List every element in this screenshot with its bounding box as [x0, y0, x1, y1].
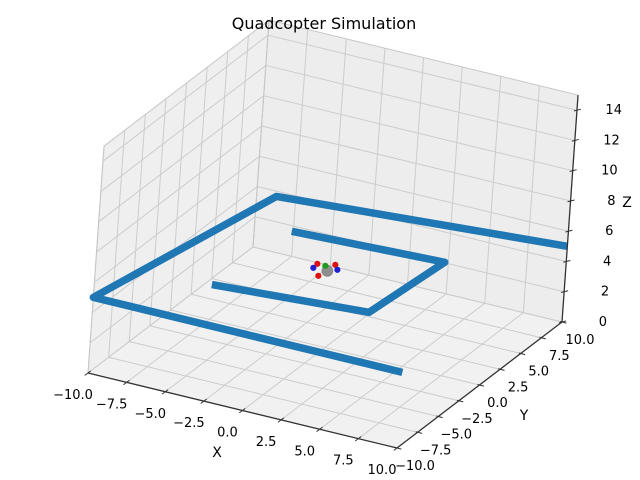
x-tick-label: 10.0 [368, 463, 397, 478]
rotor-dot-blue [310, 264, 317, 271]
y-axis-label: Y [519, 408, 529, 424]
rotor-dot-red [332, 261, 339, 268]
z-axis-label: Z [622, 195, 632, 211]
rotor-dot-red [315, 272, 322, 279]
z-tick-label: 12 [603, 133, 620, 148]
y-tick-label: 2.5 [508, 380, 529, 395]
z-tick-label: 8 [607, 194, 615, 209]
x-tick-label: −2.5 [173, 416, 205, 431]
y-tick-label: −5.0 [440, 428, 472, 443]
z-tick-label: 4 [603, 254, 611, 269]
z-axis-ticks: 0 2 4 6 8 10 12 14 [558, 103, 622, 330]
z-tick-label: 0 [599, 315, 607, 330]
x-tick-label: 5.0 [294, 444, 315, 459]
x-tick-label: 0.0 [217, 426, 238, 441]
y-axis-ticks: −10.0−7.5−5.0−2.50.02.55.07.510.0 [394, 321, 595, 474]
y-tick-label: 5.0 [528, 365, 549, 380]
y-tick-label: −7.5 [420, 443, 452, 458]
x-tick-label: 2.5 [256, 435, 277, 450]
x-tick-label: −7.5 [96, 397, 128, 412]
rotor-dot-blue [334, 266, 341, 273]
rotor-dot-green [322, 262, 329, 269]
trajectory-segment [89, 192, 568, 376]
plot-title: Quadcopter Simulation [231, 14, 417, 33]
axis-labels: X Y Z [212, 195, 632, 461]
quadcopter-marker [310, 260, 341, 279]
y-tick-label: 0.0 [487, 396, 508, 411]
y-tick-label: −2.5 [461, 412, 493, 427]
y-tick-label: 7.5 [549, 349, 570, 364]
trajectory-path [89, 192, 568, 376]
trajectory-segment [211, 227, 449, 317]
y-tick-label: −10.0 [395, 459, 435, 474]
x-tick-label: 7.5 [333, 454, 354, 469]
z-tick-label: 10 [601, 164, 618, 179]
x-axis-label: X [212, 445, 222, 461]
y-tick-label: 10.0 [566, 333, 595, 348]
x-axis-ticks: −10.0−7.5 −5.0 −2.5 0.0 2.5 5.0 7.5 10.0 [53, 370, 401, 478]
rotor-dot-red [314, 260, 321, 267]
x-tick-label: −10.0 [53, 388, 93, 403]
x-tick-label: −5.0 [134, 407, 166, 422]
z-tick-label: 6 [605, 224, 613, 239]
z-tick-label: 14 [605, 103, 622, 118]
z-tick-label: 2 [601, 285, 609, 300]
